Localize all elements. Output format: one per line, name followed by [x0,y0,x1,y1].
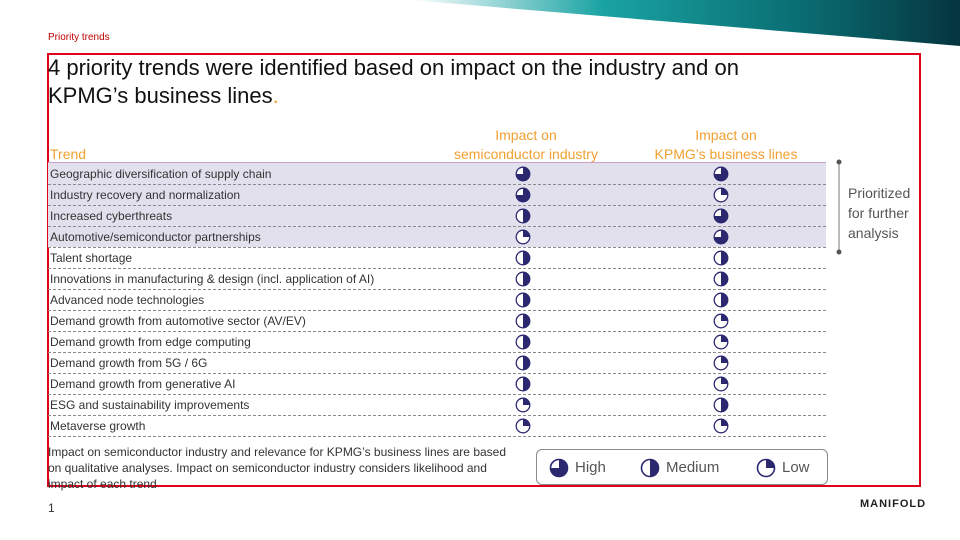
semiconductor-impact-harvey-ball-quarter-icon [515,229,531,245]
manifold-logo: MANIFOLD [860,498,927,510]
column-header-kpmg-line2: KPMG’s business lines [654,146,798,162]
trend-label: Advanced node technologies [50,293,205,307]
trend-label: Industry recovery and normalization [50,188,241,202]
kpmg-impact-harvey-ball-three-quarter-icon [713,166,729,182]
trend-label: Automotive/semiconductor partnerships [50,230,261,244]
semiconductor-impact-harvey-ball-half-icon [515,355,531,371]
page-number: 1 [48,501,55,515]
kpmg-impact-harvey-ball-three-quarter-icon [713,208,729,224]
prioritized-note-line2: for further [848,205,909,221]
semiconductor-impact-harvey-ball-half-icon [515,334,531,350]
page-title-text: 4 priority trends were identified based … [48,55,739,108]
legend-high-label: High [575,459,606,476]
prioritized-bracket [836,159,842,255]
kpmg-impact-harvey-ball-quarter-icon [713,355,729,371]
table-row: Talent shortage [48,248,826,269]
column-header-semiconductor: Impact on semiconductor industry [426,126,626,164]
harvey-ball-quarter-icon [756,458,776,478]
legend-low-label: Low [782,459,810,476]
semiconductor-impact-harvey-ball-half-icon [515,271,531,287]
semiconductor-impact-harvey-ball-three-quarter-icon [515,187,531,203]
column-header-semiconductor-line2: semiconductor industry [454,146,598,162]
table-row: Automotive/semiconductor partnerships [48,227,826,248]
trend-label: Metaverse growth [50,419,146,433]
footnote: Impact on semiconductor industry and rel… [48,445,507,491]
kpmg-impact-harvey-ball-half-icon [713,292,729,308]
table-row: Demand growth from edge computing [48,332,826,353]
prioritized-note-line3: analysis [848,225,899,241]
table-row: Advanced node technologies [48,290,826,311]
section-label: Priority trends [48,32,110,43]
table-row: Industry recovery and normalization [48,185,826,206]
kpmg-impact-harvey-ball-quarter-icon [713,418,729,434]
column-header-kpmg: Impact on KPMG’s business lines [626,126,826,164]
trend-label: Demand growth from edge computing [50,335,251,349]
column-header-trend: Trend [50,146,87,162]
harvey-ball-three-quarter-icon [549,458,569,478]
header-divider [48,162,826,163]
trend-label: Geographic diversification of supply cha… [50,167,272,181]
column-header-semiconductor-line1: Impact on [495,127,557,143]
trend-label: ESG and sustainability improvements [50,398,250,412]
table-row: Demand growth from automotive sector (AV… [48,311,826,332]
kpmg-impact-harvey-ball-three-quarter-icon [713,229,729,245]
trend-label: Increased cyberthreats [50,209,173,223]
trend-label: Demand growth from automotive sector (AV… [50,314,306,328]
table-row: Demand growth from 5G / 6G [48,353,826,374]
table-row: Increased cyberthreats [48,206,826,227]
trend-label: Demand growth from 5G / 6G [50,356,208,370]
page-title-period: . [272,83,279,108]
column-header-kpmg-line1: Impact on [695,127,757,143]
semiconductor-impact-harvey-ball-half-icon [515,376,531,392]
prioritized-note: Prioritized for further analysis [848,183,910,243]
kpmg-impact-harvey-ball-half-icon [713,250,729,266]
semiconductor-impact-harvey-ball-half-icon [515,208,531,224]
page-title: 4 priority trends were identified based … [48,54,808,110]
highlight-frame [47,53,921,487]
kpmg-impact-harvey-ball-quarter-icon [713,376,729,392]
table-row: Metaverse growth [48,416,826,437]
semiconductor-impact-harvey-ball-quarter-icon [515,418,531,434]
trend-label: Innovations in manufacturing & design (i… [50,272,375,286]
header-banner [410,0,960,46]
semiconductor-impact-harvey-ball-half-icon [515,292,531,308]
legend: High Medium Low [536,449,828,485]
legend-medium-label: Medium [666,459,720,476]
trend-label: Talent shortage [50,251,133,265]
semiconductor-impact-harvey-ball-quarter-icon [515,397,531,413]
kpmg-impact-harvey-ball-quarter-icon [713,334,729,350]
semiconductor-impact-harvey-ball-three-quarter-icon [515,166,531,182]
table-row: Demand growth from generative AI [48,374,826,395]
kpmg-impact-harvey-ball-quarter-icon [713,187,729,203]
semiconductor-impact-harvey-ball-half-icon [515,250,531,266]
semiconductor-impact-harvey-ball-half-icon [515,313,531,329]
harvey-ball-half-icon [640,458,660,478]
kpmg-impact-harvey-ball-quarter-icon [713,313,729,329]
table-row: Geographic diversification of supply cha… [48,164,826,185]
kpmg-impact-harvey-ball-half-icon [713,397,729,413]
table-row: Innovations in manufacturing & design (i… [48,269,826,290]
prioritized-note-line1: Prioritized [848,185,911,201]
kpmg-impact-harvey-ball-half-icon [713,271,729,287]
table-row: ESG and sustainability improvements [48,395,826,416]
trend-label: Demand growth from generative AI [50,377,236,391]
